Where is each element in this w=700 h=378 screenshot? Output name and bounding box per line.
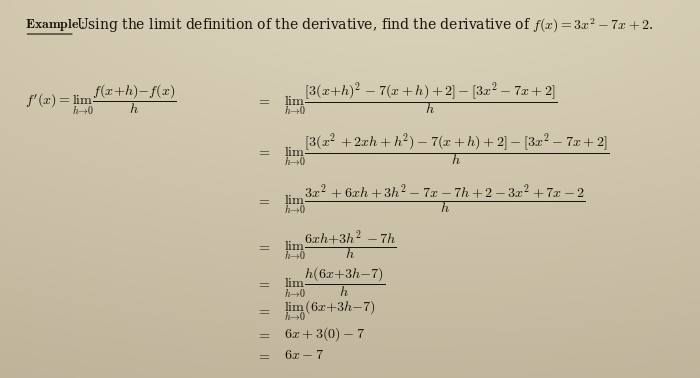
Text: $=$: $=$ bbox=[256, 193, 270, 208]
Text: $6x+3(0)-7$: $6x+3(0)-7$ bbox=[284, 325, 365, 344]
Text: $f'(x) = \lim_{h\to 0}\dfrac{f(x+h)-f(x)}{h}$: $f'(x) = \lim_{h\to 0}\dfrac{f(x+h)-f(x)… bbox=[25, 83, 176, 118]
Text: $=$: $=$ bbox=[256, 304, 270, 318]
Text: $=$: $=$ bbox=[256, 348, 270, 363]
Text: $\lim_{h\to 0}\dfrac{[3(x^2+2xh+h^2)-7(x+h)+2]-[3x^2-7x+2]}{h}$: $\lim_{h\to 0}\dfrac{[3(x^2+2xh+h^2)-7(x… bbox=[284, 132, 609, 170]
Text: $=$: $=$ bbox=[256, 239, 270, 254]
Text: $\lim_{h\to 0}\dfrac{h(6x+3h-7)}{h}$: $\lim_{h\to 0}\dfrac{h(6x+3h-7)}{h}$ bbox=[284, 265, 384, 300]
Text: $\lim_{h\to 0}\dfrac{6xh+3h^2-7h}{h}$: $\lim_{h\to 0}\dfrac{6xh+3h^2-7h}{h}$ bbox=[284, 229, 396, 264]
Text: $\lim_{h\to 0}\dfrac{3x^2+6xh+3h^2-7x-7h+2-3x^2+7x-2}{h}$: $\lim_{h\to 0}\dfrac{3x^2+6xh+3h^2-7x-7h… bbox=[284, 183, 585, 218]
Text: $=$: $=$ bbox=[256, 327, 270, 342]
Text: $=$: $=$ bbox=[256, 144, 270, 158]
Text: Using the limit definition of the derivative, find the derivative of $f(x) = 3x^: Using the limit definition of the deriva… bbox=[76, 17, 653, 36]
Text: $\lim_{h\to 0}(6x+3h-7)$: $\lim_{h\to 0}(6x+3h-7)$ bbox=[284, 298, 375, 323]
Text: $\lim_{h\to 0}\dfrac{[3(x+h)^2 - 7(x+h)+2]-[3x^2-7x+2]}{h}$: $\lim_{h\to 0}\dfrac{[3(x+h)^2 - 7(x+h)+… bbox=[284, 81, 556, 119]
Text: $\mathbf{Example:}$: $\mathbf{Example:}$ bbox=[25, 17, 85, 33]
Text: $=$: $=$ bbox=[256, 276, 270, 290]
Text: $=$: $=$ bbox=[256, 93, 270, 107]
Text: $6x-7$: $6x-7$ bbox=[284, 348, 323, 363]
